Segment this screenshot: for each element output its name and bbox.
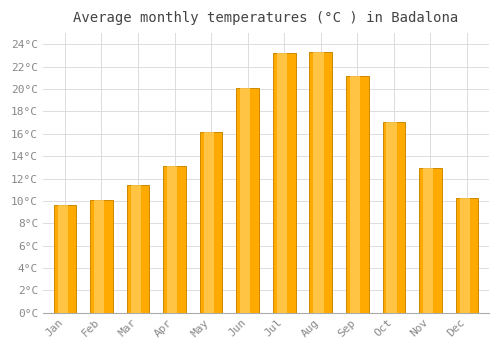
Bar — [90, 200, 113, 313]
Bar — [346, 76, 368, 313]
Bar — [382, 121, 405, 313]
Bar — [310, 52, 332, 313]
Bar — [460, 197, 470, 313]
Bar — [167, 166, 177, 313]
Bar — [273, 53, 295, 313]
Bar — [58, 205, 68, 313]
Bar — [54, 205, 76, 313]
Bar — [204, 132, 214, 313]
Bar — [126, 185, 150, 313]
Bar — [94, 200, 104, 313]
Bar — [419, 168, 442, 313]
Bar — [163, 166, 186, 313]
Bar — [350, 76, 360, 313]
Bar — [456, 197, 478, 313]
Bar — [277, 53, 287, 313]
Bar — [240, 88, 250, 313]
Bar — [200, 132, 222, 313]
Bar — [386, 121, 396, 313]
Bar — [423, 168, 433, 313]
Bar — [236, 88, 259, 313]
Bar — [130, 185, 141, 313]
Title: Average monthly temperatures (°C ) in Badalona: Average monthly temperatures (°C ) in Ba… — [74, 11, 458, 25]
Bar — [314, 52, 324, 313]
